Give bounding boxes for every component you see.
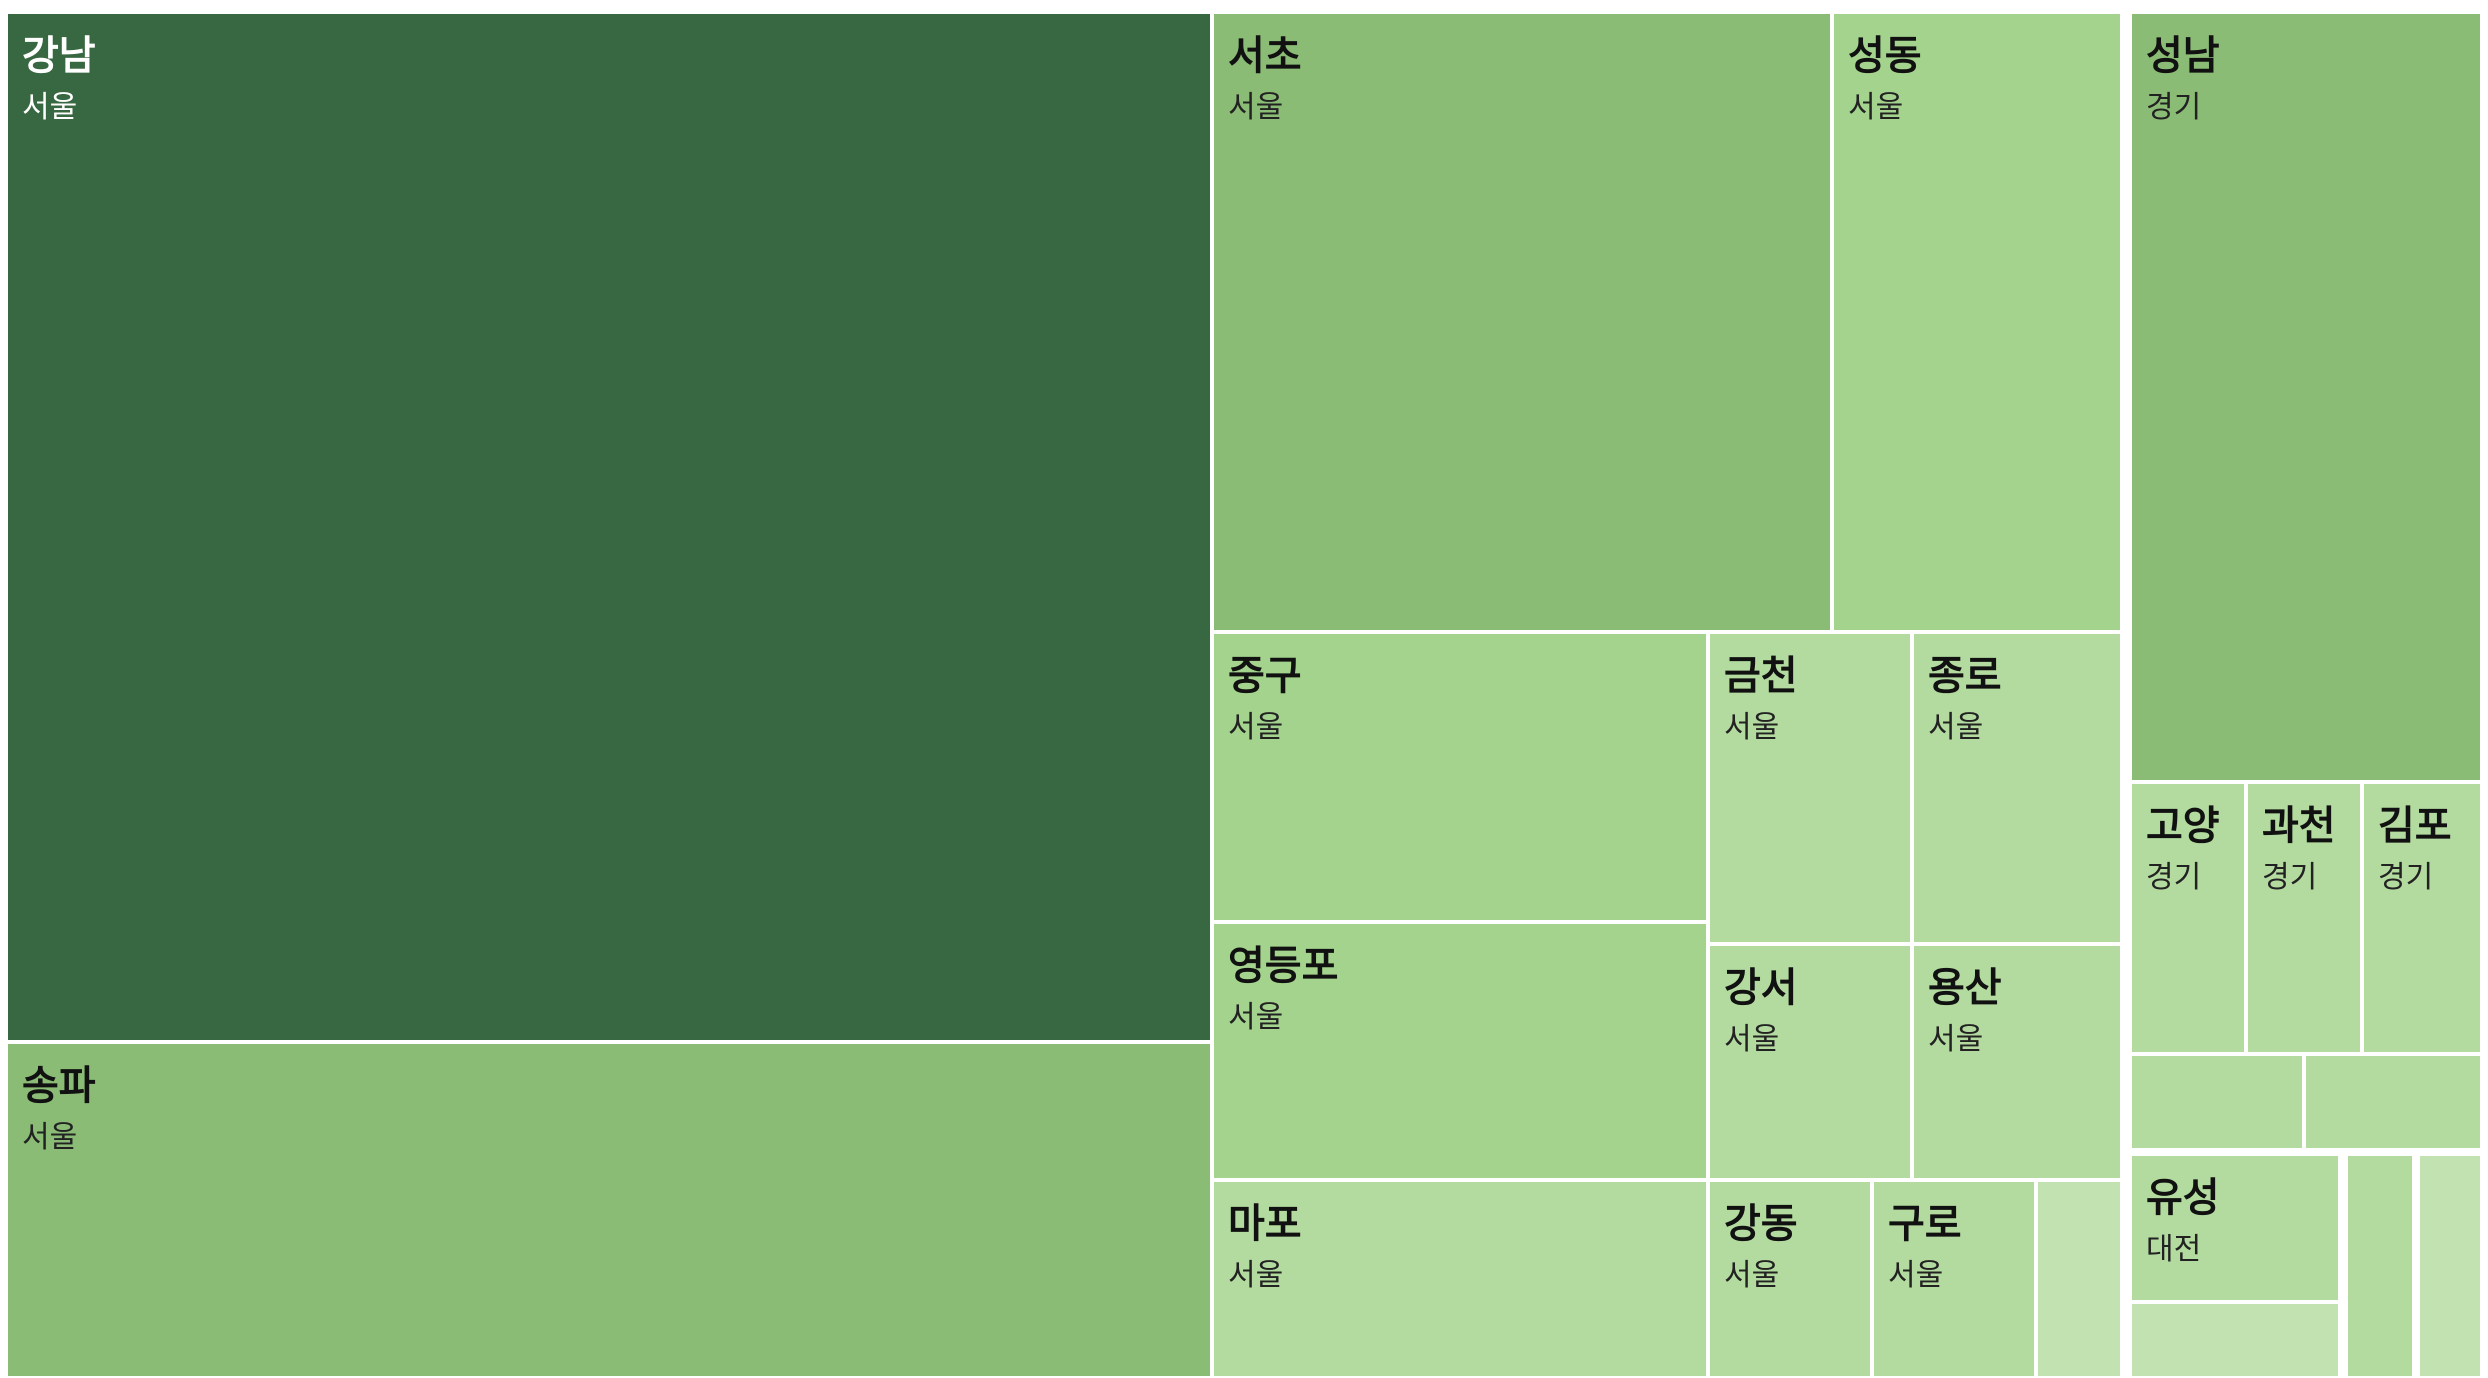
tile-region-label: 대전: [2146, 1232, 2202, 1267]
tile-name-label: 영등포: [1228, 943, 1339, 989]
tile-name-label: 김포: [2378, 803, 2452, 849]
tile-name-label: 서초: [1228, 33, 1302, 79]
treemap-tile[interactable]: [2130, 1054, 2304, 1150]
treemap-tile[interactable]: [2418, 1154, 2482, 1378]
tile-region-label: 서울: [1228, 90, 1284, 125]
tile-name-label: 마포: [1228, 1201, 1302, 1247]
tile-region-label: 서울: [1928, 1022, 1984, 1057]
treemap-tile[interactable]: [2346, 1154, 2414, 1378]
tile-region-label: 서울: [1228, 710, 1284, 745]
tile-region-label: 서울: [1888, 1258, 1944, 1293]
tile-region-label: 서울: [1928, 710, 1984, 745]
tile-region-label: 서울: [22, 90, 78, 125]
tile-name-label: 고양: [2146, 803, 2220, 849]
tile-name-label: 과천: [2262, 803, 2336, 849]
tile-region-label: 서울: [1724, 710, 1780, 745]
tile-name-label: 강남: [22, 33, 96, 79]
tile-name-label: 강서: [1724, 965, 1798, 1011]
tile-region-label: 경기: [2146, 860, 2202, 895]
tile-name-label: 구로: [1888, 1201, 1962, 1247]
tile-region-label: 경기: [2262, 860, 2318, 895]
tile-region-label: 서울: [1724, 1022, 1780, 1057]
tile-region-label: 서울: [1724, 1258, 1780, 1293]
tile-region-label: 서울: [1228, 1000, 1284, 1035]
tile-name-label: 용산: [1928, 965, 2002, 1011]
treemap-tile[interactable]: [2130, 1302, 2340, 1378]
tile-name-label: 송파: [22, 1063, 96, 1109]
treemap-tile[interactable]: [2036, 1180, 2122, 1378]
tile-name-label: 종로: [1928, 653, 2002, 699]
tile-region-label: 서울: [1228, 1258, 1284, 1293]
tile-region-label: 서울: [22, 1120, 78, 1155]
tile-name-label: 강동: [1724, 1201, 1798, 1247]
tile-name-label: 금천: [1724, 653, 1798, 699]
tile-region-label: 경기: [2378, 860, 2434, 895]
tile-region-label: 경기: [2146, 90, 2202, 125]
tile-name-label: 중구: [1228, 653, 1302, 699]
treemap-tile[interactable]: [2304, 1054, 2482, 1150]
tile-name-label: 성남: [2146, 33, 2220, 79]
tile-name-label: 성동: [1848, 33, 1922, 79]
tile-region-label: 서울: [1848, 90, 1904, 125]
tile-name-label: 유성: [2146, 1175, 2220, 1221]
